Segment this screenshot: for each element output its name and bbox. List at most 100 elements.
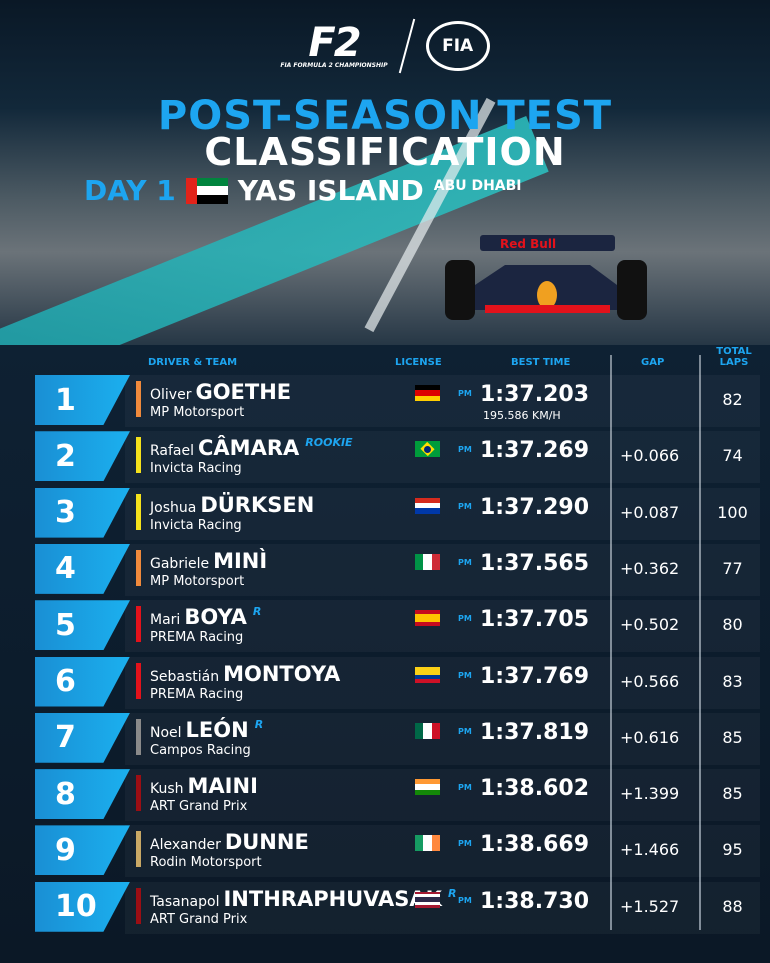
team-name: Rodin Motorsport	[150, 855, 262, 871]
gap: +0.066	[620, 446, 680, 466]
race-car-image: Red Bull	[445, 235, 647, 320]
team-name: MP Motorsport	[150, 573, 245, 589]
driver-name: Alexander DUNNE	[150, 830, 309, 854]
table-row: 5 Mari BOYA R PREMA Racing PM 1:37.705 +0.…	[35, 600, 760, 653]
venue-label: YAS ISLAND	[237, 174, 424, 207]
driver-name: Gabriele MINÌ	[150, 549, 267, 573]
table-row: 1 Oliver GOETHE MP Motorsport PM 1:37.203…	[35, 375, 760, 427]
flag-mx-icon	[415, 722, 440, 739]
total-laps: 80	[722, 615, 743, 635]
svg-text:Red Bull: Red Bull	[500, 237, 556, 251]
rookie-badge: R	[447, 886, 457, 900]
driver-first-name: Gabriele	[150, 555, 210, 572]
team-color-bar	[136, 381, 141, 417]
fia-logo: FIA	[425, 21, 490, 71]
team-name: ART Grand Prix	[150, 799, 248, 815]
team-color-bar	[136, 887, 141, 924]
team-name: PREMA Racing	[150, 630, 244, 646]
driver-last-name: INTHRAPHUVASAK	[223, 886, 442, 911]
gap: +0.502	[620, 615, 680, 635]
position-badge: 7	[35, 712, 130, 763]
best-time: 1:38.669	[480, 832, 590, 858]
table-row: 2 Rafael CÂMARA ROOKIE Invicta Racing PM 1…	[35, 431, 760, 484]
flag-it-icon	[415, 553, 440, 570]
header-gap: GAP	[641, 357, 665, 368]
flag-br-icon	[415, 441, 440, 458]
session-pm-label: PM	[458, 389, 472, 398]
logo-divider	[398, 18, 415, 74]
gap: +0.362	[620, 558, 680, 578]
row-background	[125, 543, 760, 596]
driver-name: Rafael CÂMARA ROOKIE	[150, 436, 353, 460]
session-pm-label: PM	[458, 501, 472, 511]
driver-first-name: Oliver	[150, 387, 192, 403]
team-color-bar	[136, 437, 141, 474]
title-line1: POST-SEASON TEST	[157, 93, 613, 139]
row-background	[125, 375, 760, 427]
team-name: Campos Racing	[150, 742, 251, 758]
position-badge: 1	[35, 375, 130, 425]
driver-last-name: LEÓN	[185, 717, 249, 742]
total-laps: 95	[722, 840, 743, 860]
header-license: LICENSE	[395, 357, 442, 368]
position-badge: 4	[35, 543, 130, 594]
total-laps: 100	[717, 502, 748, 522]
session-pm-label: PM	[458, 783, 472, 793]
team-name: Invicta Racing	[150, 461, 242, 477]
gap: +1.466	[620, 840, 680, 860]
team-name: MP Motorsport	[150, 405, 245, 420]
session-pm-label: PM	[458, 557, 472, 567]
row-background	[125, 656, 760, 709]
session-pm-label: PM	[458, 839, 472, 849]
total-laps: 85	[722, 727, 743, 747]
table-row: 9 Alexander DUNNE Rodin Motorsport PM 1:3…	[35, 825, 760, 878]
position-badge: 8	[35, 769, 130, 820]
driver-last-name: DÜRKSEN	[200, 492, 315, 517]
team-color-bar	[136, 606, 141, 643]
driver-first-name: Sebastián	[150, 668, 220, 685]
driver-last-name: GOETHE	[195, 380, 292, 404]
header-total-laps: TOTAL LAPS	[716, 346, 752, 368]
team-name: ART Grand Prix	[150, 911, 248, 927]
team-color-bar	[136, 493, 141, 530]
driver-last-name: MAINI	[187, 774, 258, 799]
driver-name: Kush MAINI	[150, 774, 258, 798]
row-background	[125, 431, 760, 484]
hero-banner: Red Bull F2 FIA FORMULA 2 CHAMPIONSHIP FI…	[0, 0, 770, 360]
session-pm-label: PM	[458, 445, 472, 455]
driver-last-name: MONTOYA	[223, 661, 341, 686]
team-color-bar	[136, 662, 141, 699]
f2-logo: F2 FIA FORMULA 2 CHAMPIONSHIP	[280, 20, 388, 69]
rookie-badge: R	[254, 717, 264, 731]
flag-de-icon	[415, 385, 440, 401]
flag-es-icon	[415, 610, 440, 627]
best-time: 1:38.602	[480, 776, 590, 802]
flag-th-icon	[415, 891, 440, 908]
table-row: 7 Noel LEÓN R Campos Racing PM 1:37.819 +0…	[35, 712, 760, 765]
best-time: 1:37.269	[480, 438, 590, 464]
best-time: 1:37.565	[480, 550, 590, 576]
team-color-bar	[136, 549, 141, 586]
team-color-bar	[136, 831, 141, 868]
best-time: 1:37.705	[480, 607, 590, 633]
flag-ie-icon	[415, 835, 440, 852]
event-subtitle: DAY 1 YAS ISLAND ABU DHABI	[84, 174, 522, 207]
gap: +1.399	[620, 784, 680, 804]
session-pm-label: PM	[458, 614, 472, 624]
table-row: 8 Kush MAINI ART Grand Prix PM 1:38.602 +…	[35, 769, 760, 822]
driver-first-name: Noel	[150, 724, 182, 741]
header-best-time: BEST TIME	[511, 357, 571, 368]
driver-first-name: Alexander	[150, 837, 221, 854]
flag-co-icon	[415, 666, 440, 683]
session-pm-label: PM	[458, 895, 472, 905]
row-background	[125, 712, 760, 765]
row-background	[125, 600, 760, 653]
column-divider	[610, 355, 612, 930]
city-label: ABU DHABI	[433, 178, 522, 194]
row-background	[125, 825, 760, 878]
position-badge: 5	[35, 600, 130, 651]
driver-first-name: Joshua	[150, 499, 197, 516]
driver-name: Noel LEÓN R	[150, 718, 263, 742]
team-name: PREMA Racing	[150, 686, 244, 702]
flag-in-icon	[415, 779, 440, 796]
